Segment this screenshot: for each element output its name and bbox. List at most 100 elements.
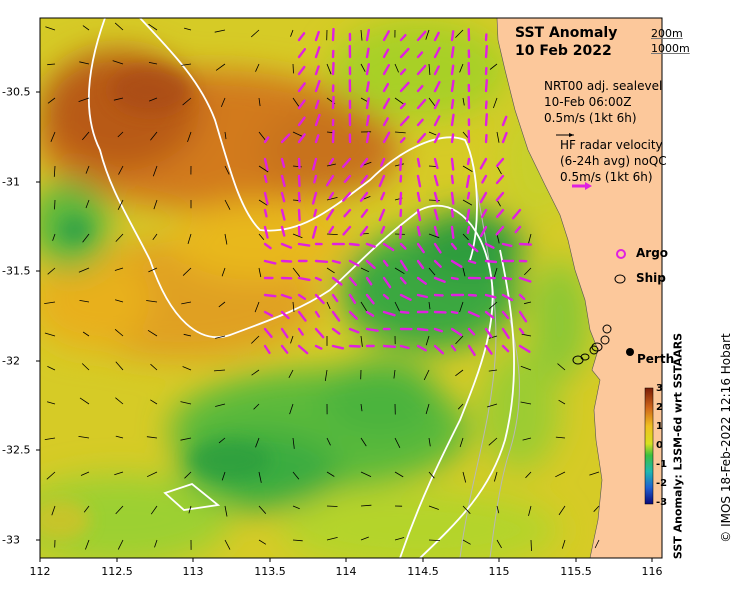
colorbar-tick: -3	[656, 497, 668, 508]
model-current-arrow	[82, 331, 90, 337]
model-current-arrows	[44, 22, 600, 552]
model-current-arrow	[221, 471, 226, 481]
model-current-arrow	[221, 267, 226, 277]
hf-radar-arrow	[433, 174, 439, 187]
hf-radar-arrow	[416, 344, 427, 352]
hf-radar-arrow	[342, 225, 352, 236]
model-current-arrow	[462, 233, 469, 241]
hf-radar-arrow	[450, 208, 454, 218]
model-current-arrow	[82, 233, 90, 243]
hf-radar-arrow	[501, 131, 508, 144]
model-current-arrow	[258, 267, 262, 278]
model-current-arrow	[292, 539, 303, 542]
hf-radar-arrow	[382, 242, 395, 252]
hf-radar-arrow	[495, 157, 505, 168]
model-current-arrow	[462, 199, 473, 206]
model-current-arrow	[520, 401, 532, 405]
map-title: SST Anomaly 10 Feb 2022	[515, 24, 617, 60]
model-current-arrow	[462, 471, 467, 483]
model-current-arrow	[213, 369, 226, 372]
hf-radar-arrow	[399, 310, 410, 314]
hf-radar-arrow	[382, 97, 391, 110]
model-current-arrow	[522, 437, 532, 441]
ssh-contour-4	[163, 482, 221, 511]
hf-radar-arrow	[433, 208, 439, 221]
hf-radar-arrow	[328, 191, 335, 200]
colorbar	[644, 387, 654, 505]
model-current-arrow	[115, 505, 124, 515]
colorbar-tick: 0	[656, 440, 663, 451]
model-current-arrow	[117, 539, 124, 550]
hf-radar-arrow	[331, 129, 335, 144]
hf-radar-arrow	[416, 174, 422, 188]
model-current-arrow	[428, 301, 431, 310]
model-current-arrow	[486, 403, 498, 408]
model-current-arrow	[360, 29, 363, 41]
hf-radar-arrow	[360, 174, 369, 185]
hf-radar-arrow	[314, 134, 320, 144]
hf-radar-arrow	[263, 136, 270, 144]
hf-radar-arrow	[399, 191, 403, 206]
model-current-arrow	[112, 60, 124, 65]
model-current-arrow	[326, 505, 338, 507]
hf-radar-arrow	[325, 174, 335, 187]
model-current-arrow	[150, 399, 158, 405]
model-current-arrow	[423, 369, 430, 381]
model-current-arrow	[254, 301, 260, 313]
hf-radar-arrow	[481, 174, 488, 184]
hf-radar-arrow	[263, 208, 268, 218]
hf-radar-arrow	[450, 310, 459, 315]
model-current-arrow	[258, 165, 269, 173]
hf-radar-arrow	[433, 327, 443, 333]
hf-radar-arrow	[399, 81, 410, 93]
hf-radar-arrow	[479, 191, 488, 204]
hf-radar-arrow	[481, 208, 488, 219]
hf-radar-arrow	[433, 98, 441, 110]
hf-radar-arrow	[399, 102, 406, 110]
model-current-arrow	[290, 29, 294, 37]
model-current-arrow	[79, 61, 90, 65]
model-current-arrow	[326, 63, 332, 75]
model-current-arrow	[555, 436, 566, 439]
hf-radar-arrow	[501, 293, 514, 302]
model-current-arrow	[47, 267, 56, 275]
hf-radar-arrow	[399, 242, 407, 250]
model-current-arrow	[489, 63, 498, 70]
model-current-arrow	[50, 131, 56, 142]
hf-radar-arrow	[348, 310, 358, 320]
hf-radar-arrow	[501, 310, 510, 320]
hf-radar-arrow	[263, 157, 269, 171]
model-current-arrow	[530, 539, 532, 552]
hf-radar-arrow	[479, 225, 488, 238]
hf-radar-arrow	[416, 30, 427, 42]
hf-radar-arrow	[450, 113, 455, 127]
hf-radar-arrow	[399, 344, 410, 350]
model-current-arrow	[187, 131, 192, 143]
hf-radar-arrow	[314, 293, 325, 305]
model-current-arrow	[115, 397, 124, 405]
hf-radar-arrow	[280, 293, 293, 300]
model-current-legend: NRT00 adj. sealevel 10-Feb 06:00Z 0.5m/s…	[544, 78, 662, 126]
model-current-arrow	[326, 163, 336, 167]
hf-radar-arrow	[382, 344, 397, 348]
model-current-arrow	[520, 365, 532, 371]
hf-radar-arrow	[314, 259, 329, 263]
hf-radar-arrow	[450, 242, 457, 251]
axis-ticks	[36, 91, 653, 562]
hf-radar-arrow	[484, 310, 495, 319]
hf-radar-arrow	[380, 157, 386, 167]
contour-lines	[87, 18, 520, 558]
hf-radar-arrow	[433, 65, 440, 76]
model-current-arrow	[44, 332, 56, 337]
title-line-1: SST Anomaly	[515, 25, 618, 41]
model-current-arrow	[79, 397, 90, 405]
model-current-arrow	[459, 301, 464, 313]
credit-text: © IMOS 18-Feb-2022 12:16 Hobart	[719, 333, 733, 543]
hf-radar-arrow	[382, 82, 390, 93]
hf-radar-arrow	[399, 137, 406, 144]
hf-radar-arrow	[433, 157, 439, 170]
model-current-arrow	[146, 471, 158, 478]
hf-radar-arrow	[314, 65, 320, 76]
model-current-arrow	[82, 25, 90, 31]
